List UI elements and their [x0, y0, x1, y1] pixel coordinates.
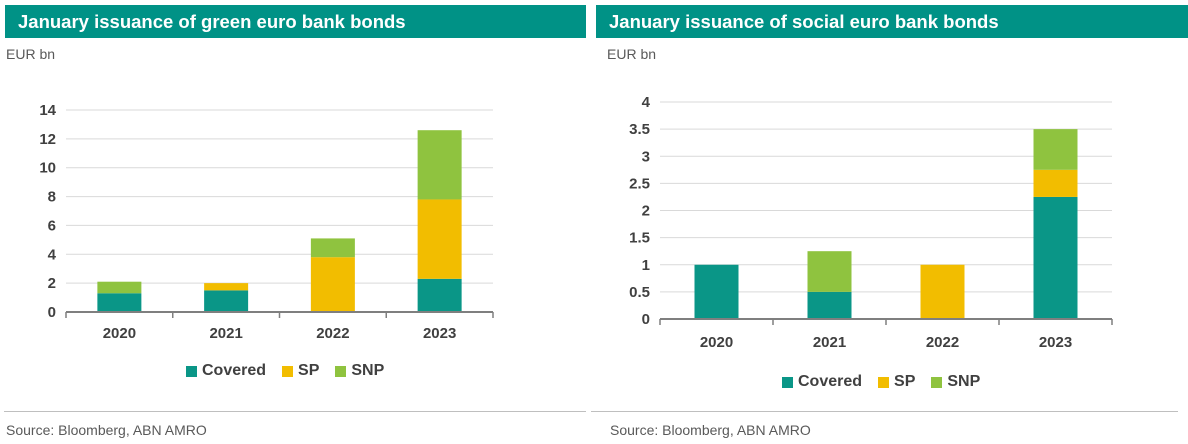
x-tick-label: 2020 [700, 334, 733, 351]
social-bonds-chart: 0 0.5 1 1.5 2 2.5 3 3.5 4 2020 2021 2022 2023 [629, 94, 1113, 351]
legend-item-snp: SNP [931, 373, 980, 391]
chart-title: January issuance of green euro bank bond… [5, 5, 586, 38]
unit-label: EUR bn [607, 46, 657, 62]
bar-snp-2023 [417, 130, 462, 200]
y-tick-label: 4 [48, 246, 57, 263]
y-tick-label: 1 [642, 257, 650, 274]
legend-item-snp: SNP [335, 362, 384, 380]
legend-swatch [878, 376, 890, 388]
x-tick-label: 2023 [1039, 334, 1072, 351]
x-tick-label: 2022 [316, 325, 349, 342]
y-tick-label: 14 [39, 102, 56, 119]
social-bonds-panel: January issuance of social euro bank bon… [591, 0, 1188, 444]
y-tick-label: 10 [39, 160, 56, 177]
bar-snp-2022 [310, 238, 355, 258]
bar-sp-2023 [1033, 169, 1078, 197]
legend-label: SP [894, 373, 916, 390]
bar-covered-2023 [1033, 196, 1078, 319]
y-tick-label: 0 [642, 311, 650, 328]
x-tick-label: 2021 [813, 334, 846, 351]
x-tick-label: 2023 [423, 325, 456, 342]
y-tick-label: 3 [642, 148, 650, 165]
bar-covered-2023 [417, 278, 462, 312]
bar-covered-2020 [694, 264, 739, 319]
legend-swatch [782, 376, 793, 388]
legend-label: Covered [202, 362, 267, 379]
bar-covered-2020 [97, 293, 142, 312]
legend-item-sp: SP [878, 373, 915, 391]
y-tick-label: 12 [39, 131, 56, 148]
y-tick-label: 2.5 [629, 175, 650, 192]
y-tick-label: 2 [642, 203, 650, 220]
bar-sp-2022 [920, 264, 965, 319]
x-tick-label: 2022 [926, 334, 959, 351]
legend-swatch [282, 365, 294, 377]
legend-label: SNP [351, 362, 385, 379]
legend-item-covered: Covered [186, 362, 266, 380]
source-note: Source: Bloomberg, ABN AMRO [6, 422, 207, 438]
legend: Covered SP SNP [186, 362, 400, 380]
legend-swatch [186, 365, 197, 377]
x-tick-label: 2021 [209, 325, 242, 342]
bar-sp-2023 [417, 199, 462, 279]
legend-swatch [931, 376, 943, 388]
legend-swatch [335, 365, 347, 377]
bar-covered-2021 [807, 291, 852, 319]
y-tick-label: 0.5 [629, 284, 650, 301]
legend: Covered SP SNP [782, 373, 996, 391]
chart-title: January issuance of social euro bank bon… [596, 5, 1188, 38]
y-tick-label: 8 [48, 189, 56, 206]
divider [591, 411, 1178, 412]
source-note: Source: Bloomberg, ABN AMRO [610, 422, 811, 438]
bar-snp-2020 [97, 281, 142, 294]
green-bonds-chart: 0 2 4 6 8 10 12 14 2020 2021 2022 2023 [39, 102, 494, 342]
bar-snp-2023 [1033, 129, 1078, 170]
y-tick-label: 2 [48, 275, 56, 292]
bar-sp-2022 [310, 257, 355, 312]
green-bonds-panel: January issuance of green euro bank bond… [0, 0, 586, 444]
y-tick-label: 4 [642, 94, 651, 111]
bar-sp-2021 [204, 283, 249, 291]
y-tick-label: 3.5 [629, 121, 650, 138]
y-tick-label: 1.5 [629, 230, 650, 247]
bar-covered-2021 [204, 290, 249, 312]
bar-snp-2021 [807, 251, 852, 292]
y-tick-label: 6 [48, 217, 56, 234]
unit-label: EUR bn [6, 46, 56, 62]
x-tick-label: 2020 [103, 325, 136, 342]
y-tick-label: 0 [48, 304, 56, 321]
legend-item-covered: Covered [782, 373, 862, 391]
legend-item-sp: SP [282, 362, 319, 380]
legend-label: SNP [947, 373, 981, 390]
legend-label: Covered [798, 373, 863, 390]
divider [4, 411, 586, 412]
legend-label: SP [298, 362, 320, 379]
